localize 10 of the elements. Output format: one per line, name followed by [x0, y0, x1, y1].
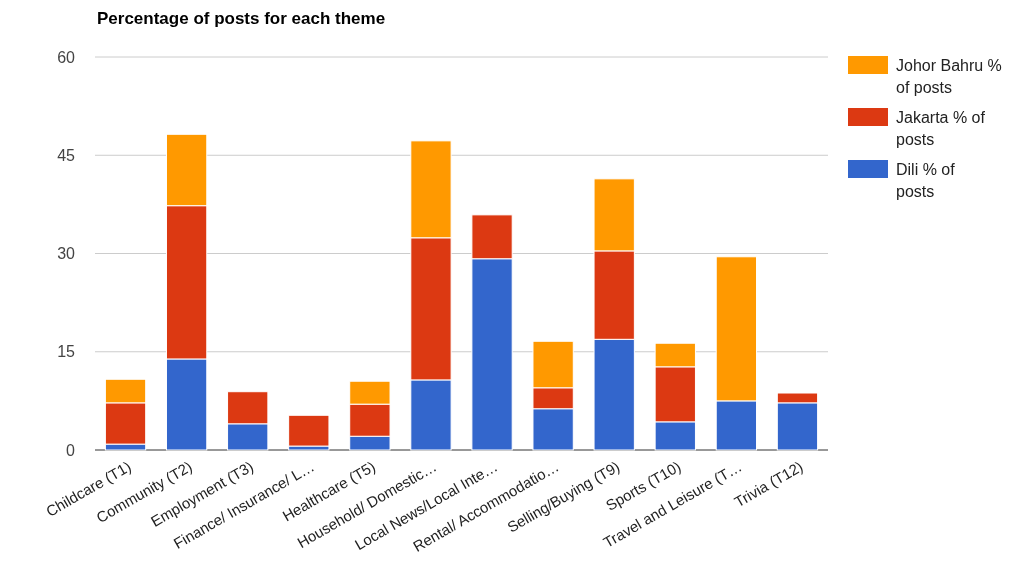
legend-label: Jakarta % of posts [896, 109, 986, 148]
legend-label: Johor Bahru % of posts [896, 57, 1002, 96]
y-tick-label: 45 [57, 146, 76, 164]
y-tick-label: 60 [57, 48, 76, 66]
y-tick-label: 30 [57, 245, 76, 263]
chart-title: Percentage of posts for each theme [97, 9, 386, 28]
y-tick-label: 0 [66, 441, 76, 459]
bar [288, 414, 330, 447]
legend-label: Dili % of posts [896, 161, 956, 200]
y-tick-label: 15 [57, 343, 76, 361]
